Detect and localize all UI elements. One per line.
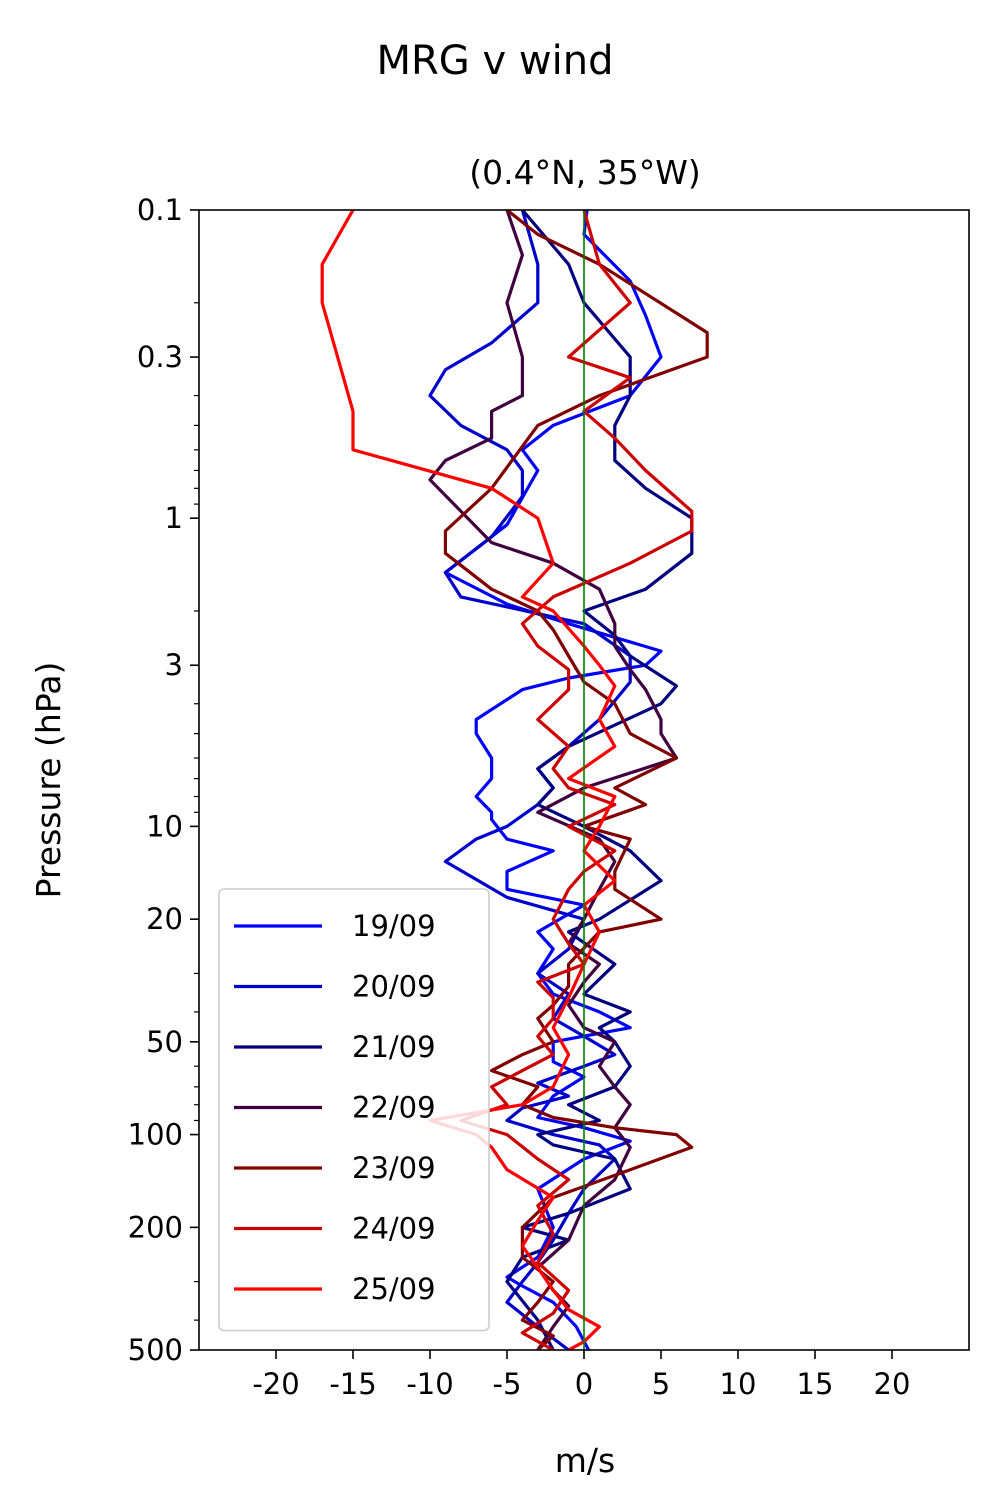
y-tick-label: 200 — [128, 1210, 183, 1244]
series-line-23-09 — [443, 210, 709, 1350]
y-axis: 0.1 0.3 1 3 10 20 50 100 200 500 — [128, 193, 199, 1367]
y-tick-label: 100 — [128, 1118, 183, 1152]
series-line-20-09 — [428, 210, 632, 1350]
legend-label: 21/09 — [352, 1030, 436, 1064]
y-tick-label: 0.3 — [137, 340, 183, 374]
x-tick-label: -20 — [252, 1367, 299, 1401]
figure-title: MRG v wind — [377, 38, 614, 84]
x-tick-label: 20 — [874, 1367, 911, 1401]
y-tick-label: 1 — [165, 501, 183, 535]
x-tick-label: 10 — [720, 1367, 757, 1401]
series-line-25-09 — [320, 210, 617, 1350]
x-axis: -20 -15 -10 -5 0 5 10 15 20 — [252, 1350, 910, 1401]
legend-box — [218, 888, 490, 1332]
y-axis-label: Pressure (hPa) — [29, 662, 68, 899]
legend-label: 25/09 — [352, 1272, 436, 1306]
y-tick-label: 3 — [165, 648, 183, 682]
y-tick-label: 10 — [146, 809, 183, 843]
x-tick-label: 5 — [652, 1367, 670, 1401]
series-line-19-09 — [443, 210, 663, 1350]
x-tick-label: -15 — [329, 1367, 376, 1401]
legend-label: 19/09 — [352, 909, 436, 943]
legend: 19/09 20/09 21/09 22/09 23/09 24/09 25/09 — [218, 888, 490, 1332]
y-tick-label: 0.1 — [137, 193, 183, 227]
y-tick-label: 500 — [128, 1333, 183, 1367]
legend-label: 23/09 — [352, 1151, 436, 1185]
y-tick-label: 20 — [146, 902, 183, 936]
legend-label: 20/09 — [352, 970, 436, 1004]
plot-subtitle: (0.4°N, 35°W) — [469, 153, 701, 192]
x-axis-label: m/s — [555, 1441, 615, 1480]
x-tick-label: -5 — [493, 1367, 522, 1401]
legend-label: 24/09 — [352, 1212, 436, 1246]
series-line-21-09 — [505, 210, 694, 1350]
y-tick-label: 50 — [146, 1025, 183, 1059]
x-tick-label: -10 — [406, 1367, 453, 1401]
x-tick-label: 0 — [575, 1367, 593, 1401]
x-tick-label: 15 — [797, 1367, 834, 1401]
legend-label: 22/09 — [352, 1091, 436, 1125]
